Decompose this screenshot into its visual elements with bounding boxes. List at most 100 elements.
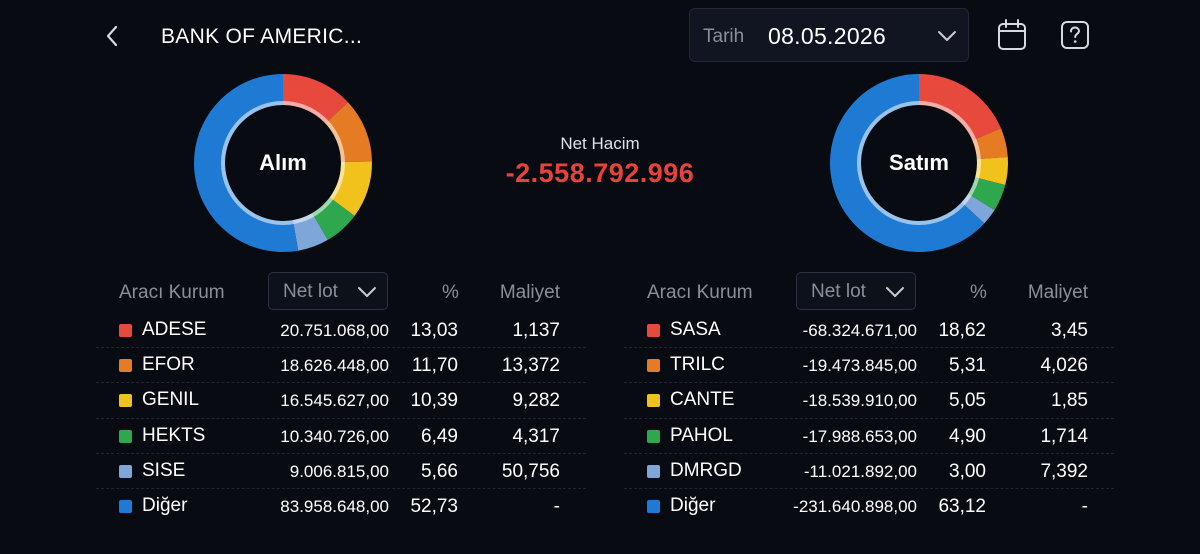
net-volume-label: Net Hacim <box>560 134 640 153</box>
table-row[interactable]: PAHOL -17.988.653,00 4,90 1,714 <box>624 419 1114 454</box>
buy-rows: ADESE 20.751.068,00 13,03 1,137 EFOR 18.626.4… <box>96 313 586 524</box>
date-selector[interactable]: Tarih 08.05.2026 <box>689 8 969 62</box>
percent-column-header: % <box>442 282 459 303</box>
color-swatch <box>647 499 660 513</box>
page-title: BANK OF AMERIC... <box>161 25 363 48</box>
cost-value: - <box>1081 495 1088 517</box>
broker-name: PAHOL <box>670 424 734 446</box>
cost-column-header: Maliyet <box>499 282 560 303</box>
cost-column-header: Maliyet <box>1027 282 1088 303</box>
sell-table: Aracı Kurum Net lot % Maliyet SASA -68.32… <box>624 270 1114 540</box>
color-swatch <box>647 324 660 337</box>
percent-value: 52,73 <box>410 495 458 517</box>
buy-donut-label: Alım <box>259 150 307 175</box>
donut-slice-cante <box>975 157 1008 186</box>
percent-value: 18,62 <box>938 320 986 341</box>
net-lot-dropdown[interactable]: Net lot <box>796 272 916 310</box>
table-row[interactable]: Diğer -231.640.898,00 63,12 - <box>624 489 1114 524</box>
percent-value: 3,00 <box>949 460 986 482</box>
donut-slice-diğer <box>830 74 985 252</box>
donut-inner-ring <box>221 101 345 225</box>
donut-slice-trilc <box>972 128 1008 160</box>
donut-slice-sasa <box>919 74 1001 141</box>
broker-name: EFOR <box>142 354 195 376</box>
donut-slice-adese <box>283 74 348 124</box>
net-lot-dropdown[interactable]: Net lot <box>268 272 388 310</box>
color-swatch <box>119 324 132 337</box>
broker-name: HEKTS <box>142 424 206 446</box>
chevron-down-icon <box>358 287 376 297</box>
broker-name: SASA <box>670 319 721 340</box>
table-row[interactable]: SISE 9.006.815,00 5,66 50,756 <box>96 454 586 489</box>
color-swatch <box>647 429 660 443</box>
donut-slice-sise <box>292 213 328 251</box>
donut-slice-diğer <box>194 74 299 252</box>
color-swatch <box>119 359 132 373</box>
percent-value: 5,66 <box>421 460 458 482</box>
broker-name: ADESE <box>142 319 207 340</box>
date-label: Tarih <box>703 26 745 47</box>
sell-donut-label: Satım <box>889 150 949 175</box>
back-button[interactable] <box>100 22 126 50</box>
net-lot-value: -68.324.671,00 <box>802 321 917 340</box>
chevron-down-icon <box>886 287 904 297</box>
broker-column-header: Aracı Kurum <box>119 282 225 303</box>
broker-name: CANTE <box>670 389 735 411</box>
chevron-left-icon <box>106 25 118 47</box>
chevron-down-icon <box>938 31 956 41</box>
cost-value: 4,317 <box>512 425 560 447</box>
table-row[interactable]: CANTE -18.539.910,00 5,05 1,85 <box>624 383 1114 419</box>
percent-value: 10,39 <box>410 390 458 412</box>
net-lot-value: -231.640.898,00 <box>793 496 917 516</box>
color-swatch <box>647 464 660 478</box>
broker-name: SISE <box>142 459 186 481</box>
broker-column-header: Aracı Kurum <box>647 282 753 303</box>
buy-donut-chart: Alım <box>193 73 373 253</box>
color-swatch <box>119 394 132 408</box>
net-lot-value: 9.006.815,00 <box>289 461 389 481</box>
percent-value: 6,49 <box>421 425 458 447</box>
donut-slice-dmrgd <box>961 193 995 224</box>
table-row[interactable]: EFOR 18.626.448,00 11,70 13,372 <box>96 348 586 384</box>
net-lot-value: -19.473.845,00 <box>802 356 917 376</box>
help-icon[interactable] <box>1060 20 1090 50</box>
percent-value: 13,03 <box>410 320 458 341</box>
color-swatch <box>119 429 132 443</box>
table-row[interactable]: ADESE 20.751.068,00 13,03 1,137 <box>96 313 586 349</box>
table-row[interactable]: GENIL 16.545.627,00 10,39 9,282 <box>96 383 586 419</box>
net-volume-value: -2.558.792.996 <box>505 158 695 188</box>
cost-value: 1,85 <box>1051 390 1088 412</box>
cost-value: 1,714 <box>1040 425 1088 447</box>
sell-rows: SASA -68.324.671,00 18,62 3,45 TRILC -19.473.… <box>624 313 1114 524</box>
percent-column-header: % <box>970 282 987 303</box>
percent-value: 5,31 <box>949 355 986 377</box>
donut-slice-efor <box>325 102 372 163</box>
donut-inner-ring <box>857 101 981 225</box>
color-swatch <box>119 464 132 478</box>
broker-name: DMRGD <box>670 459 742 481</box>
net-lot-value: 10.340.726,00 <box>280 426 389 446</box>
net-lot-value: -11.021.892,00 <box>803 461 917 481</box>
sell-donut-chart: Satım <box>829 73 1009 253</box>
cost-value: 1,137 <box>512 320 560 341</box>
cost-value: - <box>553 495 560 517</box>
color-swatch <box>119 499 132 513</box>
table-row[interactable]: HEKTS 10.340.726,00 6,49 4,317 <box>96 419 586 454</box>
cost-value: 3,45 <box>1051 320 1088 341</box>
table-row[interactable]: TRILC -19.473.845,00 5,31 4,026 <box>624 348 1114 384</box>
table-row[interactable]: Diğer 83.958.648,00 52,73 - <box>96 489 586 524</box>
net-lot-value: 18.626.448,00 <box>280 356 389 376</box>
calendar-icon[interactable] <box>996 18 1028 52</box>
table-row[interactable]: SASA -68.324.671,00 18,62 3,45 <box>624 313 1114 349</box>
net-lot-value: -17.988.653,00 <box>802 426 917 446</box>
cost-value: 9,282 <box>512 390 560 412</box>
broker-name: Diğer <box>670 494 716 516</box>
broker-name: Diğer <box>142 494 188 516</box>
donut-hole <box>226 106 340 220</box>
net-lot-label: Net lot <box>283 281 338 302</box>
percent-value: 4,90 <box>949 425 986 447</box>
cost-value: 50,756 <box>501 460 560 482</box>
percent-value: 5,05 <box>949 390 986 412</box>
table-row[interactable]: DMRGD -11.021.892,00 3,00 7,392 <box>624 454 1114 489</box>
broker-name: GENIL <box>142 389 200 411</box>
